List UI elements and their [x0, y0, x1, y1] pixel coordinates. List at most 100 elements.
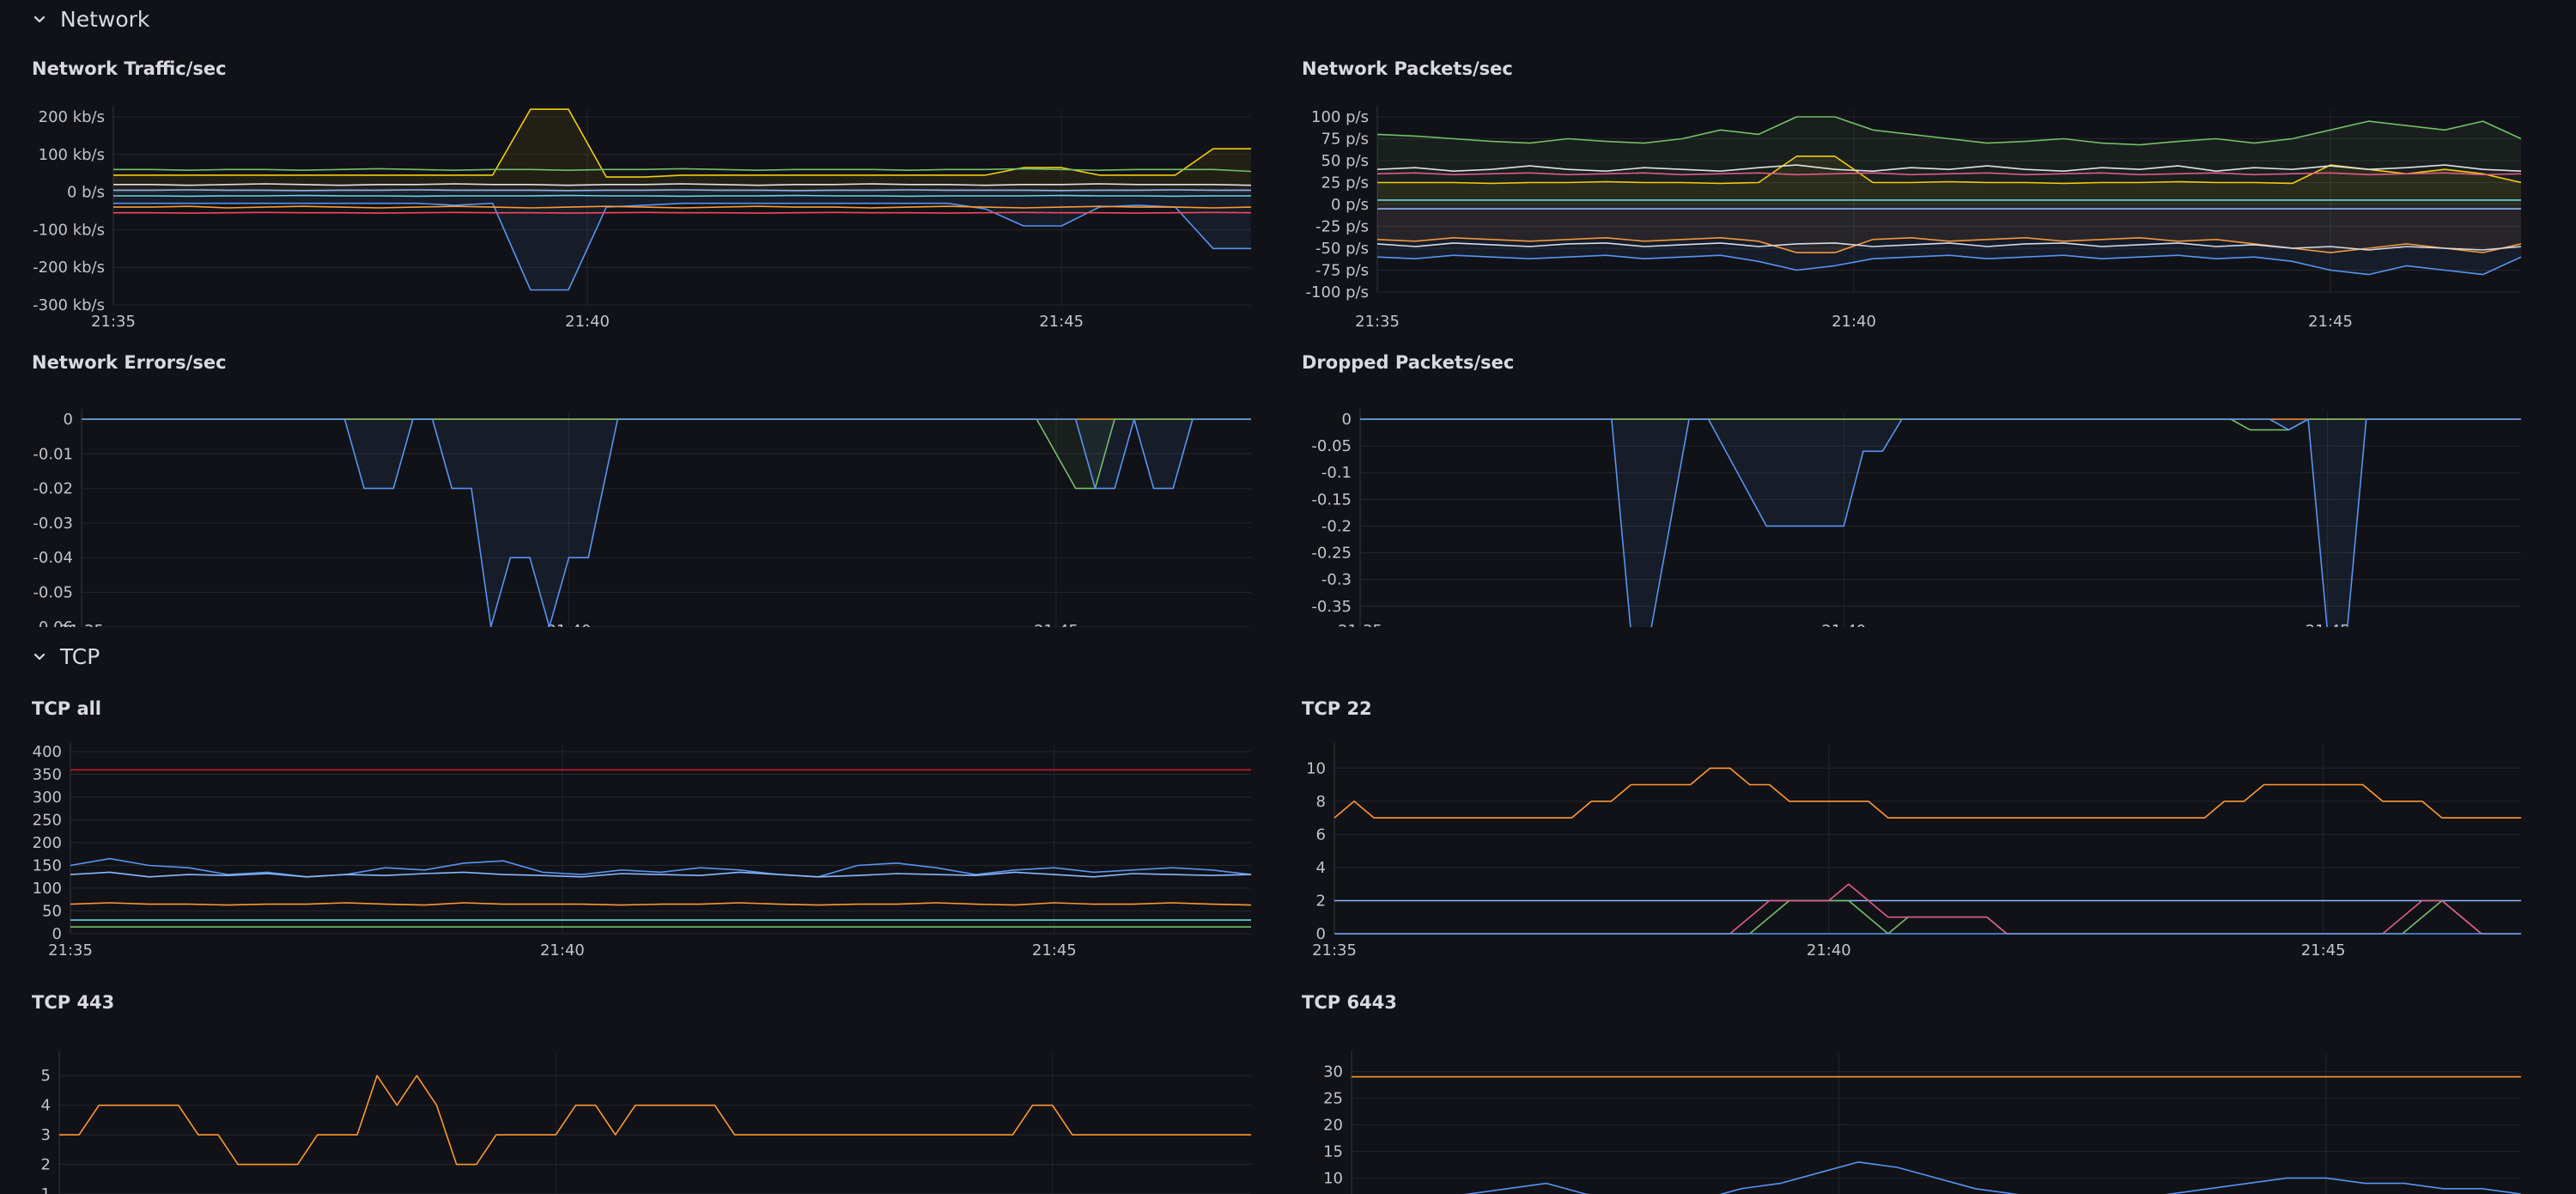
chart-canvas[interactable]: 200 kb/s 100 kb/s 0 b/s -100 kb/s -200 kb/s -… — [32, 58, 1268, 333]
y-tick-label: 350 — [33, 766, 62, 784]
series-line-orange[interactable] — [1334, 767, 2521, 819]
series-line-pink[interactable] — [1376, 172, 2521, 176]
x-tick-label: 21:45 — [2306, 622, 2350, 627]
row-header-tcp[interactable]: TCP — [31, 644, 100, 669]
y-tick-label: 100 — [33, 880, 62, 898]
x-tick-label: 21:45 — [1034, 622, 1078, 627]
series-area — [82, 419, 1251, 627]
panel-title: TCP 22 — [1302, 698, 1372, 719]
series-line-orange[interactable] — [1376, 237, 2521, 253]
series-line-cyan[interactable] — [113, 189, 1251, 192]
x-tick-label: 21:35 — [1355, 313, 1400, 331]
y-tick-label: -50 p/s — [1315, 240, 1369, 258]
chart-canvas[interactable]: 5 4 3 2 1 — [32, 992, 1268, 1194]
chevron-down-icon — [33, 15, 46, 22]
series-line-pink[interactable] — [1334, 883, 2521, 935]
series-line-red[interactable] — [113, 211, 1252, 214]
panel-title: Network Packets/sec — [1302, 58, 1513, 79]
y-tick-label: 2 — [41, 1156, 51, 1174]
x-tick-label: 21:45 — [1039, 313, 1084, 331]
y-tick-label: 300 — [33, 789, 62, 807]
panel-title: Network Errors/sec — [32, 352, 227, 373]
row-title: TCP — [60, 644, 100, 669]
y-tick-label: 5 — [41, 1067, 51, 1085]
series-line-blue[interactable] — [1360, 418, 2521, 627]
y-tick-label: 1 — [41, 1185, 51, 1194]
y-tick-label: -0.06 — [33, 618, 73, 627]
y-tick-label: 100 kb/s — [39, 146, 105, 164]
x-tick-label: 21:40 — [1821, 622, 1866, 627]
series-line-teal[interactable] — [113, 194, 1251, 198]
y-tick-label: 8 — [1316, 793, 1326, 811]
series-line-green[interactable] — [1376, 116, 2521, 146]
series-line-white[interactable] — [1376, 164, 2521, 172]
y-tick-label: -0.04 — [33, 549, 73, 567]
y-tick-label: 6 — [1316, 825, 1326, 844]
panel-tcp-22[interactable]: TCP 22 10 8 6 4 2 0 21:35 21:40 21:45 — [1302, 698, 2521, 973]
chart-canvas[interactable]: 100 p/s 75 p/s 50 p/s 25 p/s 0 p/s -25 p/s -50… — [1302, 58, 2521, 333]
row-header-network[interactable]: Network — [31, 7, 149, 32]
series-area — [1360, 419, 2521, 627]
y-tick-label: -0.05 — [1311, 437, 1352, 455]
chevron-down-icon — [33, 653, 46, 660]
y-tick-label: 4 — [41, 1097, 51, 1115]
panel-tcp-6443[interactable]: TCP 6443 30 25 20 15 10 — [1302, 992, 2521, 1194]
y-tick-label: 10 — [1323, 1169, 1343, 1187]
series-line-white[interactable] — [113, 183, 1252, 186]
y-tick-label: -0.15 — [1311, 490, 1352, 509]
y-tick-label: 0 — [1342, 411, 1352, 429]
x-tick-label: 21:40 — [547, 622, 592, 627]
chart-canvas[interactable]: 30 25 20 15 10 — [1302, 992, 2521, 1194]
x-tick-label: 21:35 — [1312, 941, 1357, 959]
y-tick-label: 100 p/s — [1311, 108, 1369, 126]
x-tick-label: 21:40 — [1832, 313, 1876, 331]
y-tick-label: 25 — [1323, 1089, 1343, 1107]
series-line-blue[interactable] — [1352, 1161, 2521, 1194]
y-tick-label: 20 — [1323, 1116, 1343, 1134]
series-line-cyan[interactable] — [70, 871, 1252, 878]
y-tick-label: -0.02 — [33, 480, 73, 498]
chart-canvas[interactable]: 0-0.05-0.1-0.15-0.2-0.25-0.3-0.3521:3521… — [1302, 352, 2521, 627]
series-line-orange[interactable] — [59, 1075, 1251, 1166]
chart-canvas[interactable]: 0-0.01-0.02-0.03-0.04-0.05-0.0621:3521:4… — [32, 352, 1268, 627]
y-tick-label: 150 — [33, 857, 62, 875]
y-tick-label: 200 — [33, 834, 62, 852]
series-area — [1377, 204, 2521, 275]
series-line-green[interactable] — [113, 168, 1252, 173]
series-line-yellow[interactable] — [113, 108, 1251, 178]
panel-title: TCP all — [32, 698, 102, 719]
panel-dropped-packets[interactable]: Dropped Packets/sec 0 -0.05 -0.1 -0.15 -0.2 -… — [1302, 352, 2521, 627]
y-tick-label: 50 p/s — [1321, 152, 1370, 170]
y-tick-label: -200 kb/s — [33, 259, 105, 277]
y-tick-label: -0.2 — [1321, 517, 1352, 535]
x-tick-label: 21:40 — [565, 313, 610, 331]
series-line-white[interactable] — [1376, 242, 2521, 251]
series-line-blue[interactable] — [113, 202, 1251, 291]
chart-canvas[interactable]: 10 8 6 4 2 021:35 21:40 21:45 — [1302, 698, 2521, 973]
y-tick-label: -0.05 — [33, 584, 73, 602]
panel-title: TCP 6443 — [1302, 992, 1397, 1013]
series-area — [113, 192, 1251, 290]
series-line-orange[interactable] — [70, 902, 1252, 906]
y-tick-label: 400 — [33, 743, 62, 761]
y-tick-label: 50 — [42, 903, 62, 921]
y-tick-label: 30 — [1323, 1063, 1343, 1081]
panel-tcp-all[interactable]: TCP all 400 350 300 250 200 150 100 50 0 21:35 21:… — [32, 698, 1268, 973]
x-tick-label: 21:35 — [91, 313, 136, 331]
y-tick-label: -25 p/s — [1315, 218, 1369, 236]
panel-network-packets[interactable]: Network Packets/sec 100 p/s 75 p/s 50 p/s 2… — [1302, 58, 2521, 333]
y-tick-label: 4 — [1316, 859, 1326, 877]
series-line-yellow[interactable] — [1377, 155, 2521, 185]
series-line-orange[interactable] — [113, 205, 1252, 209]
series-line-blue[interactable] — [82, 418, 1251, 627]
panel-network-traffic[interactable]: Network Traffic/sec 200 kb/s 100 kb/s 0 b/… — [32, 58, 1268, 333]
chart-canvas[interactable]: 400 350 300 250 200 150 100 50 021:35 21:40 21:45 — [32, 698, 1268, 973]
series-line-blue[interactable] — [70, 857, 1252, 878]
x-tick-label: 21:35 — [48, 941, 93, 959]
panel-network-errors[interactable]: Network Errors/sec 0 -0.01 -0.02 -0.03 -0.04… — [32, 352, 1268, 627]
series-line-blue[interactable] — [1376, 254, 2521, 276]
panel-tcp-443[interactable]: TCP 443 5 4 3 2 1 — [32, 992, 1268, 1194]
y-tick-label: -0.01 — [33, 445, 73, 463]
panel-title: Network Traffic/sec — [32, 58, 227, 79]
y-tick-label: 0 b/s — [67, 184, 105, 202]
